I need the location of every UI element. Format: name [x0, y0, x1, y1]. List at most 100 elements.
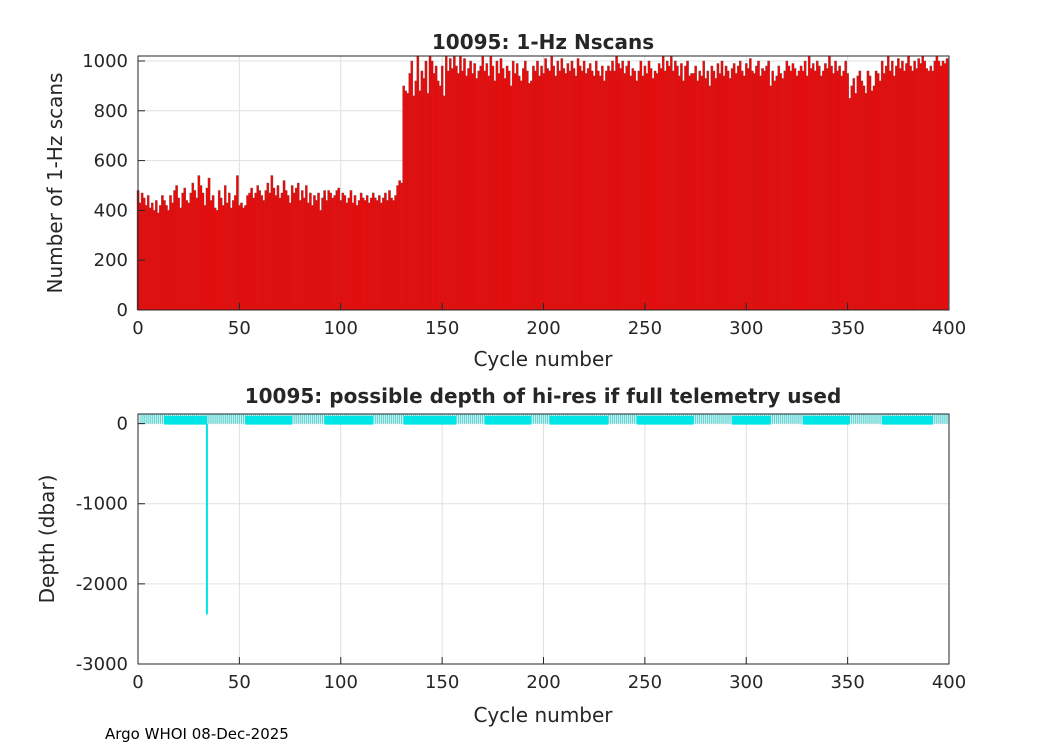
bar	[343, 195, 347, 311]
bar	[544, 58, 547, 311]
bar	[889, 70, 892, 311]
bar	[661, 55, 665, 311]
bar	[179, 207, 182, 311]
bar	[155, 200, 158, 311]
bar	[911, 70, 914, 311]
bar	[266, 182, 270, 311]
depth-solid-block	[245, 416, 293, 425]
bar	[791, 63, 795, 311]
bar	[777, 65, 781, 311]
bar	[189, 192, 193, 311]
bar	[307, 202, 310, 311]
bar	[574, 75, 578, 311]
bar	[923, 60, 927, 311]
bar	[714, 78, 718, 311]
bar	[807, 55, 811, 311]
ylabel-bottom: Depth (dbar)	[35, 475, 59, 604]
bar	[560, 58, 564, 311]
bar	[728, 78, 732, 311]
bar	[880, 60, 884, 311]
bar	[449, 58, 452, 311]
bar	[248, 192, 251, 311]
bar	[905, 63, 908, 311]
bar	[339, 200, 343, 311]
bar	[157, 212, 160, 311]
bar	[163, 200, 166, 311]
bar	[475, 78, 478, 311]
bar	[327, 190, 330, 311]
bar	[173, 190, 176, 311]
xtick-label-0: 350	[830, 318, 864, 339]
bar	[290, 185, 294, 311]
x-ticks-bottom: 0 50 100 150 200 250 300 350 400	[132, 657, 966, 693]
bar	[171, 202, 174, 311]
bar	[400, 182, 403, 311]
bar	[558, 70, 562, 311]
bar	[175, 185, 178, 311]
bar	[572, 68, 576, 311]
bar	[424, 60, 428, 311]
bar	[394, 195, 397, 311]
bar	[299, 200, 302, 311]
ytick-label-1: -3000	[76, 654, 128, 675]
bar	[238, 205, 241, 311]
bar	[836, 70, 839, 311]
bar	[708, 85, 712, 311]
bar	[288, 202, 292, 311]
title-top: 10095: 1-Hz Nscans	[432, 30, 654, 54]
bar	[144, 205, 148, 311]
bar	[234, 195, 237, 311]
xtick-label-0: 300	[729, 318, 763, 339]
bar	[732, 63, 736, 311]
xtick-label-0: 400	[932, 318, 966, 339]
bar	[311, 205, 314, 311]
bar	[177, 197, 180, 311]
bar	[909, 65, 912, 311]
bar	[897, 58, 900, 311]
bar	[860, 80, 864, 311]
bar	[165, 205, 168, 311]
bar	[578, 65, 582, 311]
bar	[765, 65, 768, 311]
bar	[627, 60, 630, 311]
bar	[805, 75, 809, 311]
bar	[925, 68, 929, 311]
bar	[566, 63, 570, 311]
bar	[722, 75, 726, 311]
bar	[213, 207, 217, 311]
bar	[663, 70, 667, 311]
bar	[436, 80, 440, 311]
bar	[645, 73, 649, 311]
bar	[367, 202, 371, 311]
bar	[280, 192, 284, 311]
bar	[734, 73, 738, 311]
bar	[199, 185, 203, 311]
bar	[702, 60, 706, 311]
bar	[562, 68, 566, 311]
bar	[943, 63, 947, 311]
bar	[795, 75, 799, 311]
bar	[862, 85, 866, 311]
chart-top: 0 50 100 150 200 250 300 350 400 0 200 400 600 800 10…	[43, 30, 966, 371]
bar	[410, 60, 414, 311]
bar	[272, 187, 276, 311]
bar	[191, 182, 195, 311]
bar	[747, 68, 750, 311]
depth-solid-block	[164, 416, 207, 425]
bar	[613, 70, 616, 311]
xtick-label-0: 0	[132, 318, 143, 339]
y-ticks-bottom: 0 -1000 -2000 -3000	[76, 414, 145, 675]
bar	[479, 65, 482, 311]
bar	[246, 195, 249, 311]
bar	[388, 190, 391, 311]
bar	[917, 58, 920, 311]
bar	[240, 202, 243, 311]
bar	[205, 187, 209, 311]
bar	[736, 65, 740, 311]
bar	[223, 185, 227, 311]
bar	[430, 60, 434, 311]
bar	[398, 180, 401, 311]
bar	[378, 195, 381, 311]
bar	[392, 200, 395, 311]
